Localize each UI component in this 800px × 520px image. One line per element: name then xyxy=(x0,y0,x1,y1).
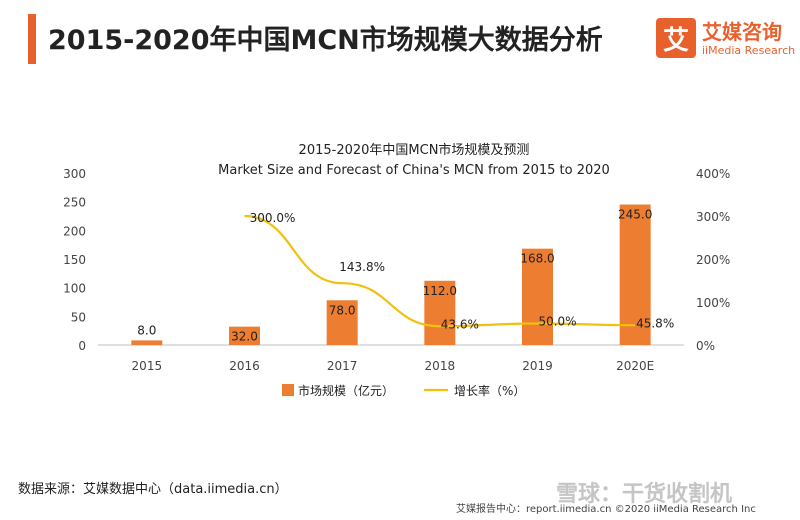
y-tick-label: 300 xyxy=(63,167,86,181)
y-tick-label: 200 xyxy=(63,224,86,238)
y-tick-label: 150 xyxy=(63,253,86,267)
x-tick-label: 2018 xyxy=(425,359,456,373)
y2-tick-label: 200% xyxy=(696,253,730,267)
y2-tick-label: 100% xyxy=(696,296,730,310)
y-tick-label: 0 xyxy=(78,339,86,353)
legend-bar-swatch xyxy=(282,384,294,396)
line-data-label: 50.0% xyxy=(538,315,576,329)
y2-tick-label: 0% xyxy=(696,339,715,353)
bar xyxy=(229,326,260,345)
bar-data-label: 8.0 xyxy=(137,323,156,337)
bar-data-label: 245.0 xyxy=(618,208,652,222)
line-data-label: 300.0% xyxy=(250,211,296,225)
y2-tick-label: 300% xyxy=(696,210,730,224)
y-tick-label: 50 xyxy=(71,310,86,324)
bar-data-label: 168.0 xyxy=(520,252,554,266)
line-data-label: 43.6% xyxy=(441,317,479,331)
legend-bar-label: 市场规模（亿元） xyxy=(298,383,394,398)
data-source: 数据来源：艾媒数据中心（data.iimedia.cn） xyxy=(18,482,288,497)
logo-name-cn: 艾媒咨询 xyxy=(702,20,782,44)
bar-data-label: 112.0 xyxy=(423,284,457,298)
chart-subtitle: Market Size and Forecast of China's MCN … xyxy=(218,163,610,178)
bar-data-label: 32.0 xyxy=(231,330,258,344)
y-tick-label: 250 xyxy=(63,196,86,210)
bar xyxy=(326,300,358,345)
bar xyxy=(131,340,163,345)
bar xyxy=(522,248,553,345)
bar-data-label: 78.0 xyxy=(329,303,356,317)
bar xyxy=(619,204,651,345)
y-tick-label: 100 xyxy=(63,282,86,296)
y2-tick-label: 400% xyxy=(696,167,730,181)
title-accent-bar xyxy=(28,14,36,64)
legend-line-label: 增长率（%） xyxy=(454,383,525,398)
x-tick-label: 2015 xyxy=(132,359,163,373)
logo-name-en: iiMedia Research xyxy=(702,44,796,57)
brand-logo: 艾 艾媒咨询 iiMedia Research xyxy=(656,16,796,64)
line-data-label: 45.8% xyxy=(636,316,674,330)
chart-title: 2015-2020年中国MCN市场规模及预测 xyxy=(299,142,530,158)
bar xyxy=(424,280,456,345)
x-tick-label: 2020E xyxy=(616,359,654,373)
x-tick-label: 2016 xyxy=(229,359,260,373)
x-tick-label: 2019 xyxy=(522,359,553,373)
growth-line xyxy=(244,214,636,328)
watermark: 雪球：干货收割机 xyxy=(556,482,733,507)
page-title: 2015-2020年中国MCN市场规模大数据分析 xyxy=(48,25,603,56)
logo-badge-icon: 艾 xyxy=(656,18,696,58)
line-data-label: 143.8% xyxy=(339,260,385,274)
footer-credit: 艾媒报告中心：report.iimedia.cn ©2020 iiMedia R… xyxy=(456,504,756,515)
x-tick-label: 2017 xyxy=(327,359,358,373)
